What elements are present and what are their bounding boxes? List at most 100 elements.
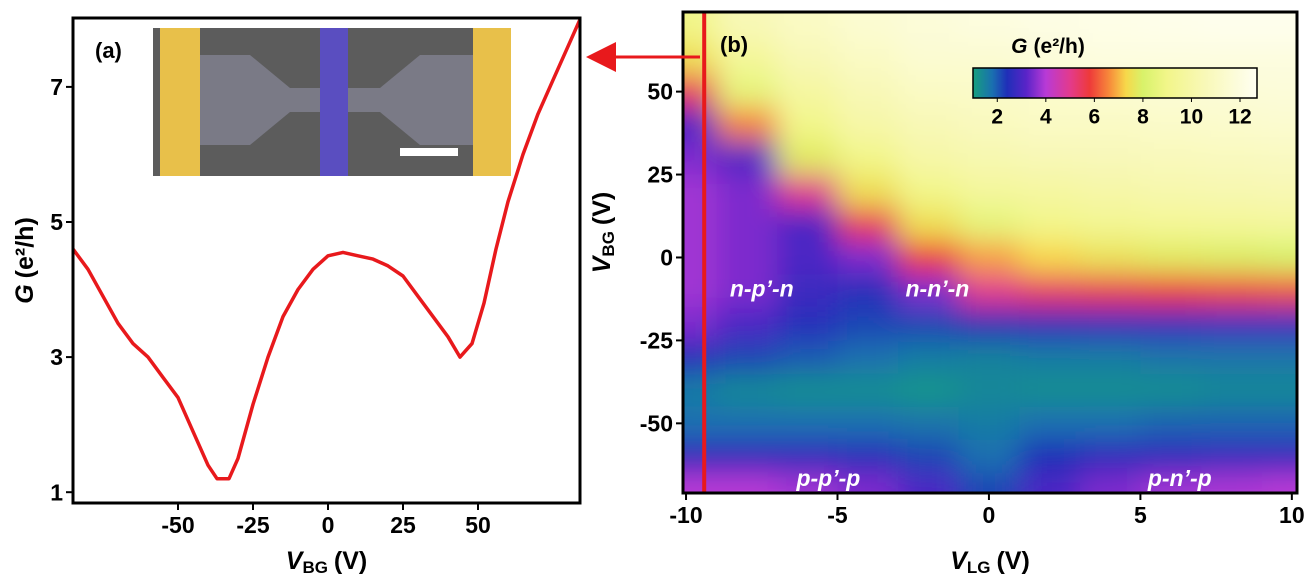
- heatmap-cell: [1140, 407, 1201, 441]
- heatmap-cell: [1140, 307, 1201, 341]
- heatmap-cell: [898, 440, 959, 474]
- heatmap-cell: [959, 340, 1020, 374]
- heatmap-cell: [837, 175, 898, 209]
- x-tick-label: 25: [390, 512, 416, 538]
- heatmap-cell: [1262, 241, 1310, 275]
- heatmap-cell: [777, 374, 838, 408]
- heatmap-cell: [898, 473, 959, 540]
- axis-label: G(e²/h): [11, 217, 39, 304]
- heatmap-cell: [1080, 175, 1141, 209]
- x-tick-label: -5: [827, 502, 848, 528]
- heatmap-cell: [1019, 440, 1080, 474]
- heatmap-cell: [837, 108, 898, 142]
- heatmap-cell: [716, 75, 777, 109]
- inset-image: [153, 28, 511, 176]
- heatmap-cell: [1262, 208, 1310, 242]
- heatmap-cell: [1201, 274, 1262, 308]
- colorbar-tick-label: 10: [1180, 106, 1203, 129]
- x-tick-label: -25: [236, 512, 269, 538]
- heatmap-cell: [837, 141, 898, 175]
- label-part: (V): [334, 547, 367, 575]
- heatmap-cell: [716, 175, 777, 209]
- heatmap-cell: [777, 141, 838, 175]
- heatmap-cell: [1262, 175, 1310, 209]
- heatmap-cell: [716, 340, 777, 374]
- heatmap-cell: [1140, 141, 1201, 175]
- heatmap-cell: [959, 241, 1020, 275]
- heatmap-cell: [898, 241, 959, 275]
- heatmap-cell: [959, 108, 1020, 142]
- annotation: n-n’-n: [906, 276, 970, 302]
- label-part: G: [11, 284, 39, 303]
- y-tick-label: 3: [50, 344, 63, 370]
- y-tick-label: -50: [640, 410, 673, 436]
- heatmap-cell: [959, 208, 1020, 242]
- heatmap-cell: [1140, 0, 1201, 42]
- panel-b: n-p’-nn-n’-np-p’-pp-n’-p-10-50510-50-250…: [588, 0, 1310, 577]
- heatmap-cell: [1262, 75, 1310, 109]
- heatmap-cell: [1262, 141, 1310, 175]
- heatmap-cell: [777, 241, 838, 275]
- y-tick-label: 5: [50, 209, 63, 235]
- heatmap-cell: [1140, 175, 1201, 209]
- axis-label: VLG(V): [950, 547, 1030, 578]
- heatmap-cell: [1201, 175, 1262, 209]
- heatmap-cell: [837, 407, 898, 441]
- heatmap-cell: [837, 241, 898, 275]
- colorbar-tick-label: 8: [1137, 106, 1149, 129]
- x-tick-label: -10: [669, 502, 702, 528]
- heatmap-cell: [777, 208, 838, 242]
- heatmap-cell: [716, 374, 777, 408]
- colorbar-tick-label: 2: [991, 106, 1003, 129]
- heatmap-cell: [837, 307, 898, 341]
- colorbar-tick-label: 6: [1089, 106, 1101, 129]
- heatmap-cell: [1080, 340, 1141, 374]
- panel-label: (a): [95, 38, 122, 63]
- heatmap-cell: [898, 141, 959, 175]
- heatmap-cell: [595, 0, 717, 42]
- heatmap-cell: [716, 307, 777, 341]
- heatmap-cell: [1262, 374, 1310, 408]
- heatmap-cell: [777, 108, 838, 142]
- heatmap-cell: [1201, 307, 1262, 341]
- x-tick-label: 10: [1279, 502, 1305, 528]
- heatmap-cell: [1080, 241, 1141, 275]
- heatmap-cell: [1019, 340, 1080, 374]
- heatmap-cell: [777, 0, 838, 42]
- label-part: LG: [967, 558, 991, 577]
- annotation: p-p’-p: [795, 465, 860, 491]
- heatmap-cell: [1262, 440, 1310, 474]
- heatmap-cell: [898, 340, 959, 374]
- heatmap-cell: [837, 0, 898, 42]
- heatmap-cell: [1201, 407, 1262, 441]
- heatmap-cell: [1140, 374, 1201, 408]
- heatmap-cell: [1262, 307, 1310, 341]
- annotation: n-p’-n: [730, 276, 794, 302]
- y-tick-label: 50: [647, 79, 673, 105]
- heatmap-cell: [1201, 340, 1262, 374]
- colorbar: [973, 68, 1257, 98]
- heatmap-cell: [898, 0, 959, 42]
- heatmap-cell: [1080, 440, 1141, 474]
- heatmap-cell: [959, 175, 1020, 209]
- heatmap-cell: [716, 208, 777, 242]
- heatmap-cell: [777, 407, 838, 441]
- heatmap-cell: [1201, 374, 1262, 408]
- heatmap-cell: [1262, 42, 1310, 76]
- heatmap-cell: [959, 407, 1020, 441]
- heatmap-cell: [1262, 274, 1310, 308]
- heatmap-cell: [595, 108, 717, 142]
- heatmap-cell: [716, 241, 777, 275]
- heatmap-cell: [1201, 241, 1262, 275]
- heatmap-cell: [1262, 108, 1310, 142]
- heatmap-cell: [595, 440, 717, 474]
- heatmap-cell: [716, 141, 777, 175]
- axis-label: VBG(V): [286, 547, 368, 578]
- heatmap-cell: [1080, 274, 1141, 308]
- heatmap-cell: [1019, 274, 1080, 308]
- annotation: p-n’-p: [1147, 465, 1212, 491]
- heatmap-cell: [716, 407, 777, 441]
- heatmap-cell: [716, 473, 777, 540]
- heatmap-cell: [898, 307, 959, 341]
- heatmap-cell: [1140, 340, 1201, 374]
